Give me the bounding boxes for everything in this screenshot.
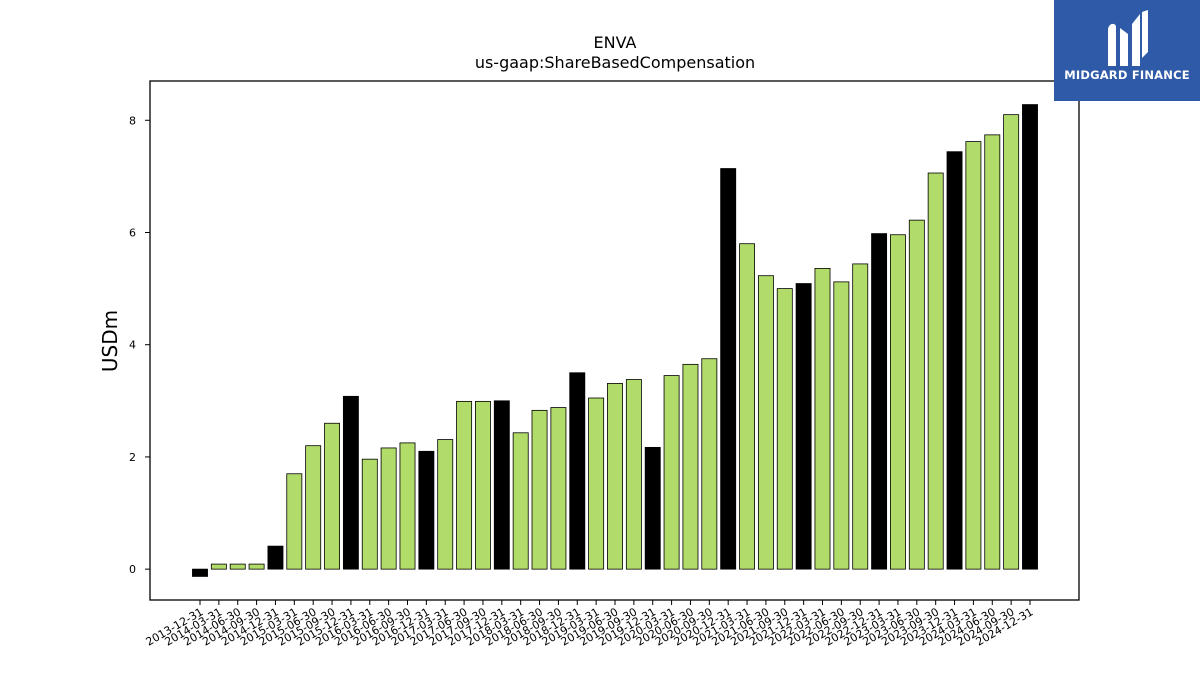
bar-2022-03-31: [814, 267, 831, 570]
bar-2016-09-30: [399, 442, 416, 570]
bar-2022-09-30: [852, 263, 869, 570]
bar-2018-09-30: [550, 407, 567, 570]
bar-2020-09-30: [701, 358, 718, 570]
plot-frame: [149, 80, 1080, 601]
bar-2019-03-31: [588, 397, 605, 570]
y-tick-label: 8: [129, 114, 136, 127]
y-ticks-group: 0 2 4 6 8: [129, 114, 150, 576]
x-ticks-group: 2013-12-312014-03-312014-06-302014-09-30…: [144, 600, 1036, 649]
y-tick-label: 2: [129, 451, 136, 464]
bar-2020-03-31: [663, 375, 680, 570]
bar-2014-12-31: [267, 545, 284, 570]
bar-2017-09-30: [475, 400, 491, 570]
y-tick-label: 6: [129, 226, 136, 239]
bar-2019-09-30: [625, 379, 642, 570]
bar-2014-03-31: [210, 563, 227, 570]
y-tick-label: 4: [129, 339, 136, 352]
bar-2021-06-30: [757, 275, 774, 570]
bar-2015-06-30: [305, 445, 322, 570]
chart-subtitle: us-gaap:ShareBasedCompensation: [475, 53, 755, 72]
bar-2023-03-31: [890, 234, 906, 570]
y-axis-label: USDm: [98, 310, 122, 372]
bar-2020-12-31: [720, 168, 737, 570]
bar-2021-09-30: [776, 288, 793, 570]
brand-name: MIDGARD FINANCE: [1064, 68, 1190, 82]
brand-logo: MIDGARD FINANCE: [1054, 0, 1200, 101]
bar-2019-12-31: [644, 446, 661, 570]
bar-2016-06-30: [380, 447, 397, 570]
bar-2015-09-30: [324, 422, 340, 570]
bar-2024-06-30: [984, 134, 1001, 570]
chart-title: ENVA: [594, 33, 637, 52]
bar-2014-06-30: [229, 563, 246, 570]
bar-2016-03-31: [361, 458, 378, 570]
bar-2022-12-31: [871, 233, 888, 570]
bar-2024-09-30: [1003, 114, 1020, 570]
bar-2018-12-31: [569, 372, 586, 570]
bar-2021-03-31: [739, 243, 755, 570]
bar-2019-06-30: [607, 383, 623, 570]
bar-2024-03-31: [965, 141, 982, 570]
bar-2016-12-31: [418, 450, 435, 570]
bar-2024-12-31: [1022, 104, 1038, 570]
bar-2017-03-31: [437, 439, 454, 570]
bar-2015-12-31: [342, 395, 359, 570]
bar-2018-06-30: [531, 409, 548, 570]
bar-2020-06-30: [682, 363, 699, 570]
y-tick-label: 0: [129, 563, 136, 576]
bar-2018-03-31: [512, 432, 529, 570]
bar-2021-12-31: [795, 283, 812, 570]
bar-2014-09-30: [248, 563, 265, 570]
bar-2015-03-31: [286, 473, 303, 570]
bar-2023-09-30: [927, 172, 944, 570]
bar-2017-06-30: [456, 400, 473, 570]
bar-2023-06-30: [908, 219, 925, 570]
bar-2022-06-30: [833, 281, 850, 570]
midgard-logo-icon: [1108, 10, 1148, 66]
bar-2023-12-31: [946, 151, 963, 570]
bars-group: [192, 104, 1038, 577]
bar-2017-12-31: [493, 400, 510, 570]
bar-2013-12-31: [192, 568, 208, 577]
